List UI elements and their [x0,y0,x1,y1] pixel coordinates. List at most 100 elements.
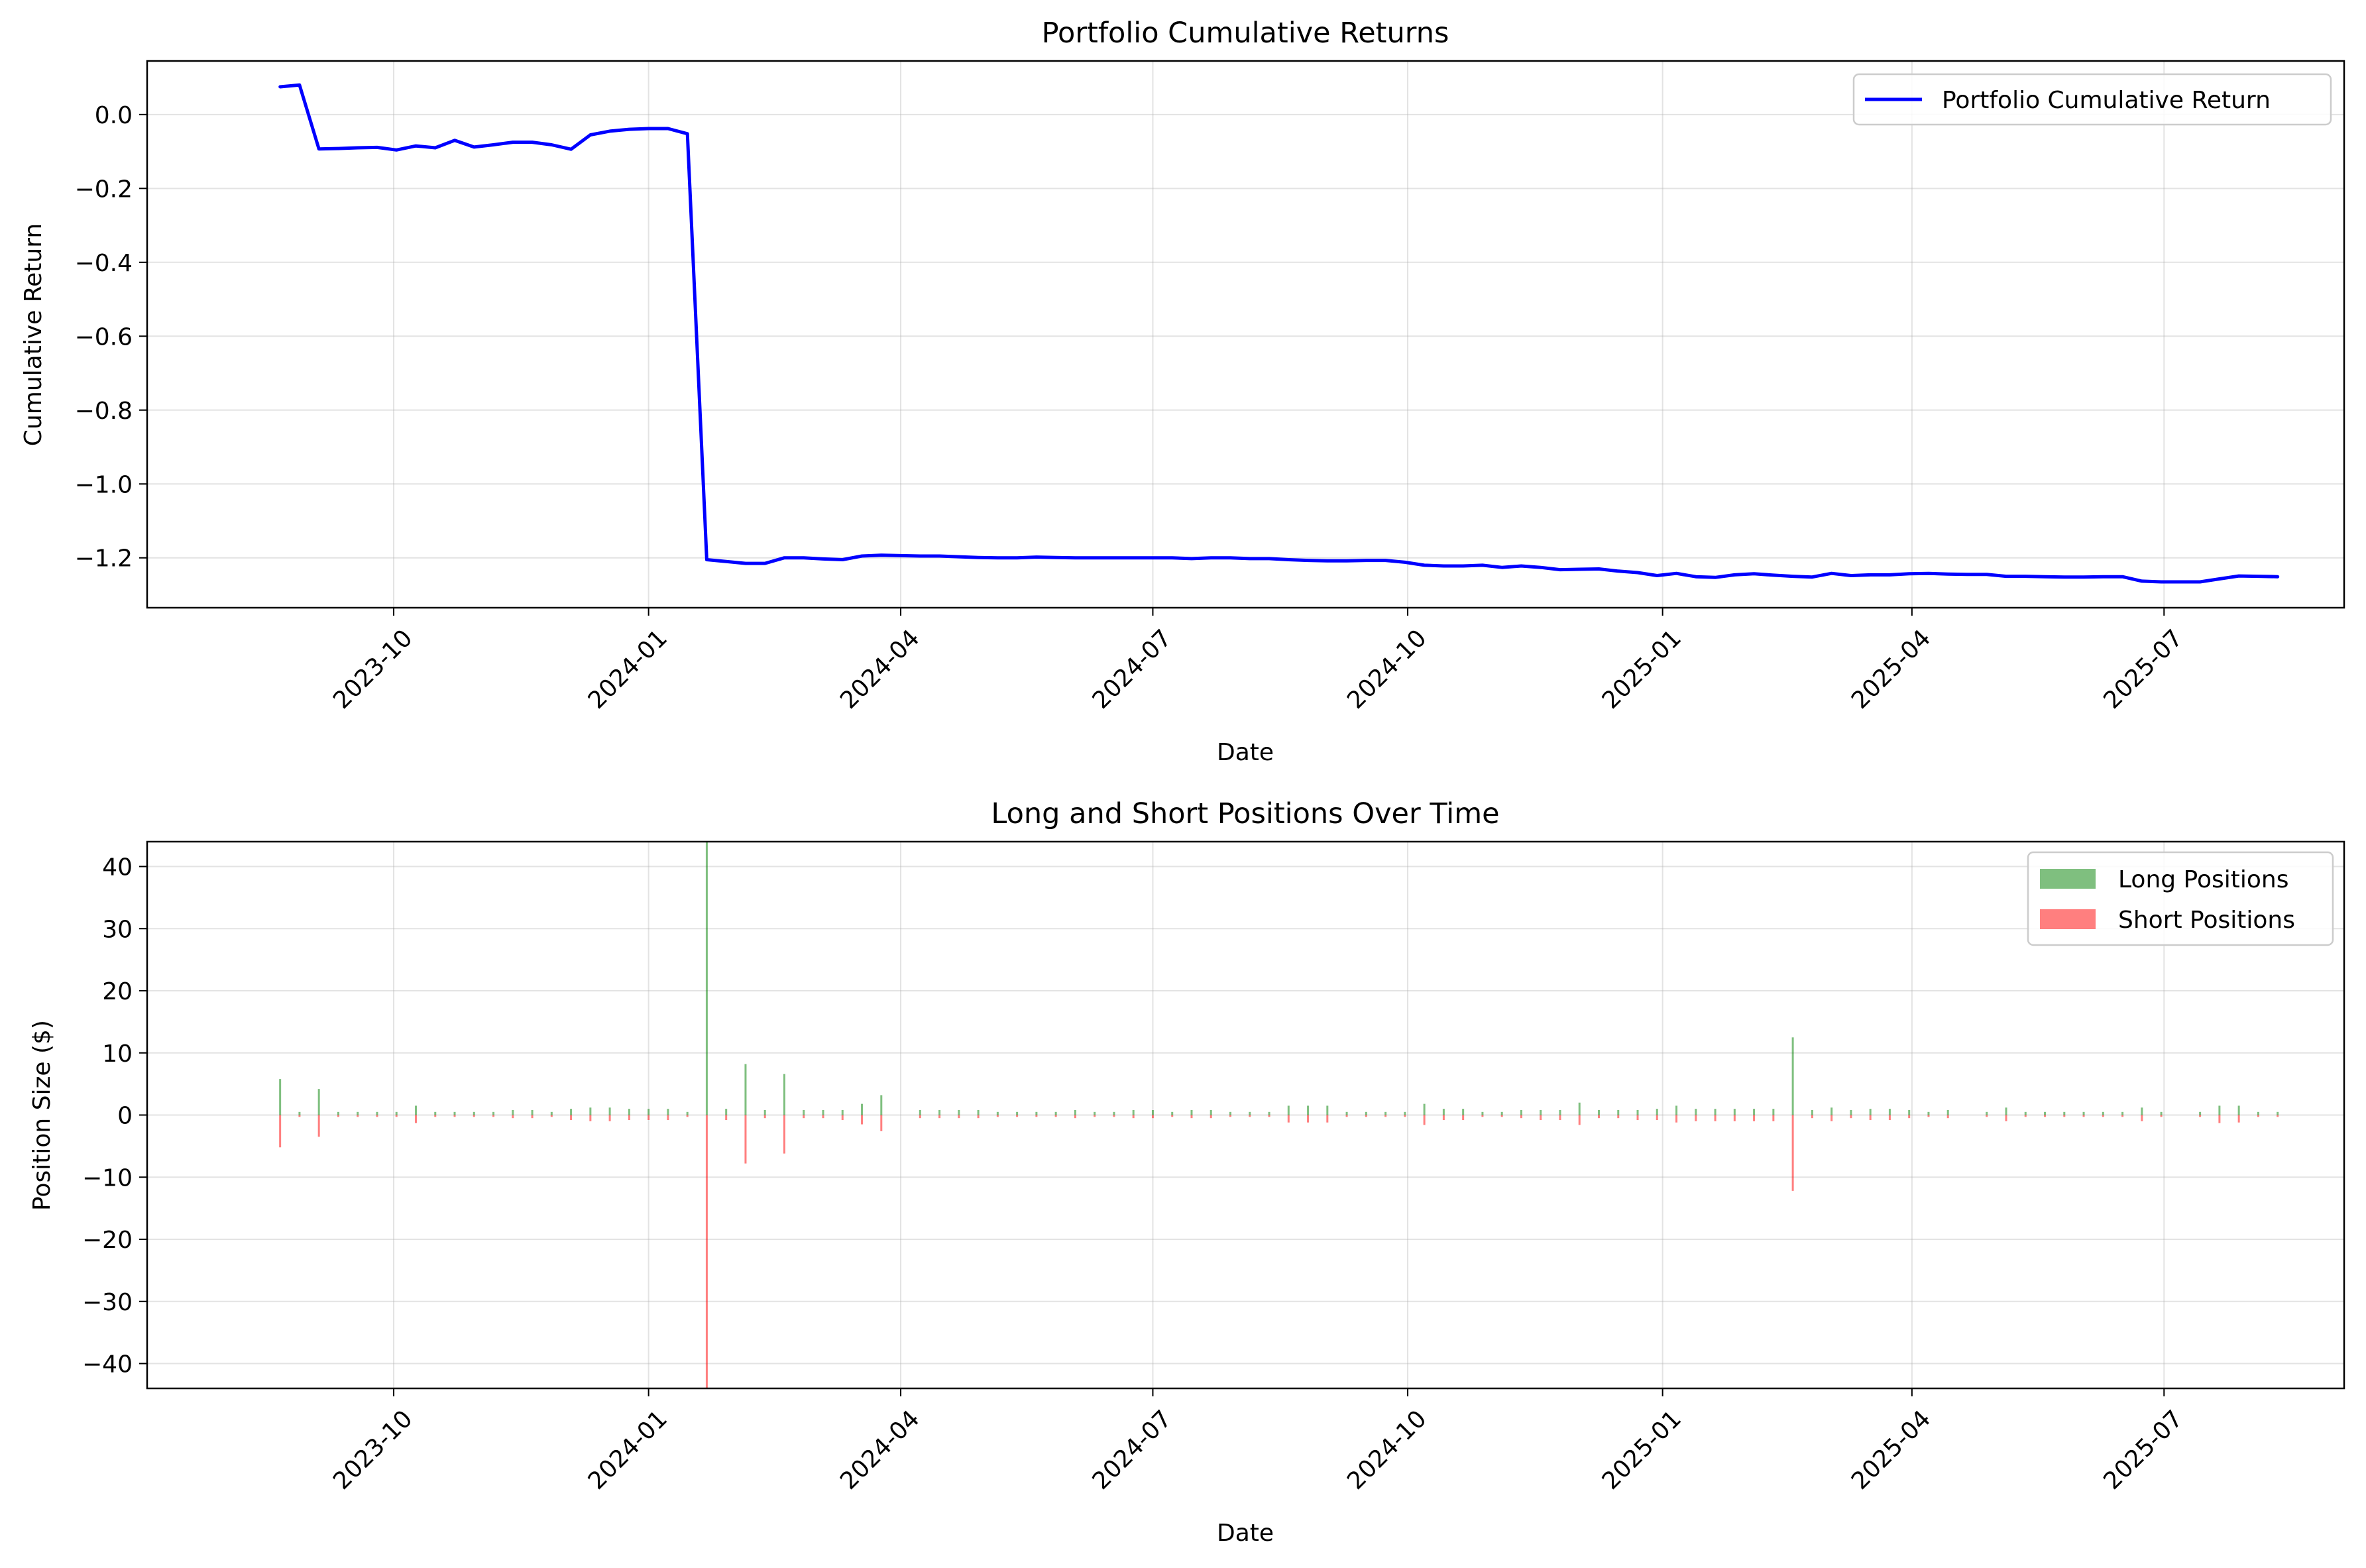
short-position-bar [1927,1115,1930,1117]
long-position-bar [1384,1111,1387,1115]
legend-long-label: Long Positions [2118,866,2288,893]
short-position-bar [1054,1115,1057,1117]
short-position-bar [841,1115,844,1120]
short-position-bar [1850,1115,1852,1119]
long-position-bar [1171,1111,1174,1115]
long-position-bar [2199,1111,2202,1115]
long-position-bar [570,1109,573,1115]
long-position-bar [841,1110,844,1115]
long-position-bar [2121,1111,2124,1115]
short-position-bar [1695,1115,1697,1121]
short-position-bar [2237,1115,2240,1123]
long-position-bar [1054,1111,1057,1115]
long-position-bar [512,1110,514,1115]
short-position-bar [2277,1115,2279,1117]
series-line-portfolio [278,83,2280,584]
long-position-bar [667,1109,669,1115]
axes-frame [146,60,2345,609]
long-position-bar [1869,1109,1872,1115]
short-position-bar [958,1115,960,1119]
y-tick-label: 10 [102,1040,133,1068]
short-position-bar [1287,1115,1290,1123]
y-axis-label: Cumulative Return [20,223,47,446]
short-position-bar [2141,1115,2143,1121]
long-position-bar [1831,1107,1833,1115]
long-position-bar [1190,1110,1193,1115]
long-position-bar [2024,1111,2027,1115]
long-position-bar [434,1111,437,1115]
short-position-bar [1791,1115,1794,1191]
short-position-bar [2199,1115,2202,1117]
chart-title: Long and Short Positions Over Time [991,797,1499,830]
short-position-bar [783,1115,785,1154]
plot-area [279,842,2279,1388]
short-position-bar [938,1115,941,1119]
short-position-bar [705,1115,708,1388]
short-position-bar [763,1115,766,1119]
y-tick-label: −0.2 [75,176,133,203]
long-position-bar [1423,1103,1426,1115]
long-position-bar [2160,1111,2163,1115]
x-axis-label: Date [1217,1520,1274,1547]
short-position-bar [1636,1115,1639,1120]
long-position-bar [919,1110,921,1115]
short-position-bar [1190,1115,1193,1119]
short-position-bar [473,1115,475,1117]
long-position-bar [763,1110,766,1115]
short-position-bar [1268,1115,1270,1117]
long-position-bar [648,1109,650,1115]
long-position-bar [1442,1109,1445,1115]
short-position-bar [1617,1115,1620,1119]
long-position-bar [531,1110,534,1115]
long-position-bar [608,1107,611,1115]
short-position-bar [1986,1115,1988,1117]
long-position-bar [1888,1109,1891,1115]
long-position-bar [2257,1111,2259,1115]
long-position-bar [1946,1110,1949,1115]
long-position-bar [492,1111,495,1115]
long-position-bar [1811,1110,1813,1115]
short-position-bar [512,1115,514,1119]
short-position-bar [1132,1115,1135,1119]
y-tick-label: −0.4 [75,250,133,277]
short-position-bar [1345,1115,1348,1117]
y-tick-label: −20 [82,1227,133,1254]
long-position-bar [1094,1111,1096,1115]
long-position-bar [1908,1110,1911,1115]
short-position-bar [434,1115,437,1117]
short-position-bar [589,1115,592,1121]
short-position-bar [744,1115,747,1164]
long-position-bar [2082,1111,2085,1115]
x-axis-label: Date [1217,739,1274,766]
short-position-bar [1520,1115,1522,1119]
short-position-bar [2121,1115,2124,1117]
short-position-bar [317,1115,320,1137]
short-position-bar [1753,1115,1756,1121]
long-position-bar [977,1110,980,1115]
long-position-bar [589,1107,592,1115]
long-position-bar [337,1111,339,1115]
short-position-bar [2024,1115,2027,1117]
short-position-bar [1365,1115,1367,1117]
y-tick-label: −40 [82,1351,133,1378]
legend-box [2027,851,2334,946]
legend-short-label: Short Positions [2118,907,2295,934]
long-position-bar [414,1105,417,1115]
short-position-bar [1151,1115,1154,1119]
y-tick-label: −10 [82,1164,133,1192]
long-position-bar [1229,1111,1232,1115]
short-position-bar [1888,1115,1891,1120]
long-position-bar [2005,1107,2007,1115]
short-position-bar [570,1115,573,1120]
short-position-bar [1442,1115,1445,1120]
long-position-bar [628,1109,630,1115]
short-position-bar [1423,1115,1426,1125]
long-position-bar [1151,1110,1154,1115]
short-position-bar [1733,1115,1736,1121]
y-tick-label: −30 [82,1289,133,1316]
y-axis-label: Position Size ($) [28,1020,56,1211]
long-position-bar [996,1111,999,1115]
short-position-bar [1500,1115,1503,1117]
short-position-bar [1908,1115,1911,1119]
short-position-bar [1249,1115,1251,1117]
